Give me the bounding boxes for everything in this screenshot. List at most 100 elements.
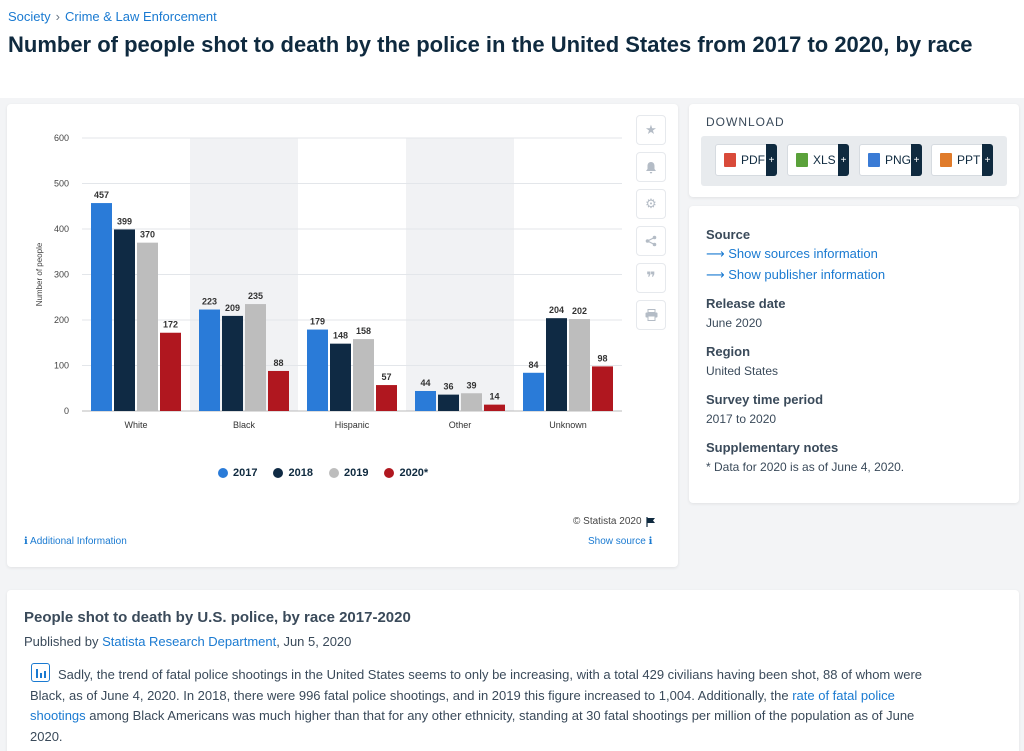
plus-icon: + bbox=[911, 144, 922, 176]
chart-copyright: © Statista 2020 bbox=[573, 516, 656, 527]
additional-information-link[interactable]: ℹ Additional Information bbox=[24, 536, 127, 547]
article-title: People shot to death by U.S. police, by … bbox=[24, 609, 411, 626]
show-publisher-label: Show publisher information bbox=[728, 267, 886, 282]
notes-heading: Supplementary notes bbox=[706, 440, 839, 455]
arrow-right-icon: ⟶ bbox=[706, 246, 725, 261]
y-tick-label: 200 bbox=[54, 315, 69, 325]
arrow-right-icon: ⟶ bbox=[706, 267, 725, 282]
bar bbox=[569, 319, 590, 411]
copyright-text: © Statista 2020 bbox=[573, 516, 642, 527]
data-label: 399 bbox=[117, 216, 132, 226]
article-text-part-2: among Black Americans was much higher th… bbox=[30, 708, 915, 744]
breadcrumb-separator: › bbox=[55, 9, 60, 24]
bar bbox=[592, 366, 613, 411]
data-label: 84 bbox=[528, 360, 538, 370]
data-label: 370 bbox=[140, 230, 155, 240]
x-tick-label: Unknown bbox=[549, 420, 587, 430]
data-label: 235 bbox=[248, 291, 263, 301]
legend-item-2019[interactable]: 2019 bbox=[328, 467, 368, 479]
bar bbox=[307, 329, 328, 411]
page-title: Number of people shot to death by the po… bbox=[8, 32, 973, 57]
notes-value: * Data for 2020 is as of June 4, 2020. bbox=[706, 460, 905, 474]
x-tick-label: Other bbox=[449, 420, 472, 430]
publisher-link[interactable]: Statista Research Department bbox=[102, 634, 277, 649]
download-label: XLS bbox=[813, 153, 836, 167]
data-label: 204 bbox=[549, 305, 564, 315]
legend-label: 2018 bbox=[288, 467, 313, 479]
x-tick-label: Black bbox=[233, 420, 256, 430]
data-label: 209 bbox=[225, 303, 240, 313]
region-heading: Region bbox=[706, 344, 751, 359]
published-by-label: Published by bbox=[24, 634, 99, 649]
y-tick-label: 300 bbox=[54, 270, 69, 280]
breadcrumb-society[interactable]: Society bbox=[8, 9, 51, 24]
bar bbox=[245, 304, 266, 411]
publication-date: , Jun 5, 2020 bbox=[276, 634, 352, 649]
legend-item-2017[interactable]: 2017 bbox=[218, 467, 257, 479]
download-label: PPT bbox=[957, 153, 981, 167]
plus-icon: + bbox=[982, 144, 993, 176]
bar bbox=[330, 343, 351, 411]
show-sources-link[interactable]: ⟶ Show sources information bbox=[706, 246, 878, 262]
legend-item-2020[interactable]: 2020* bbox=[384, 467, 428, 479]
bar bbox=[353, 339, 374, 411]
legend-label: 2020* bbox=[399, 467, 429, 479]
data-label: 223 bbox=[202, 297, 217, 307]
legend-item-2018[interactable]: 2018 bbox=[273, 467, 313, 479]
show-source-link[interactable]: Show source ℹ bbox=[588, 536, 652, 547]
breadcrumb-crime[interactable]: Crime & Law Enforcement bbox=[64, 9, 217, 24]
flag-icon[interactable] bbox=[645, 516, 656, 527]
bar bbox=[137, 242, 158, 411]
article-publication: Published by Statista Research Departmen… bbox=[24, 634, 351, 649]
article-card bbox=[7, 590, 1019, 751]
legend-dot bbox=[328, 468, 339, 478]
download-ppt-button[interactable]: PPT + bbox=[931, 144, 993, 176]
gear-icon[interactable]: ⚙ bbox=[636, 189, 666, 219]
data-label: 457 bbox=[94, 190, 109, 200]
legend-dot bbox=[273, 468, 284, 478]
show-sources-label: Show sources information bbox=[728, 246, 878, 261]
region-value: United States bbox=[706, 364, 779, 378]
show-source-label: Show source bbox=[588, 536, 646, 547]
release-date-value: June 2020 bbox=[706, 316, 763, 330]
show-publisher-link[interactable]: ⟶ Show publisher information bbox=[706, 267, 885, 283]
x-tick-label: Hispanic bbox=[335, 420, 370, 430]
meta-card bbox=[689, 206, 1019, 503]
chart-toolbar: ★ ⚙ ❞ bbox=[636, 115, 666, 337]
y-axis-label: Number of people bbox=[35, 242, 44, 306]
info-icon: ℹ bbox=[648, 536, 653, 547]
bar bbox=[484, 404, 505, 411]
y-tick-label: 100 bbox=[54, 361, 69, 371]
data-label: 39 bbox=[466, 380, 476, 390]
download-title: DOWNLOAD bbox=[706, 115, 785, 129]
data-label: 158 bbox=[356, 326, 371, 336]
download-pdf-button[interactable]: PDF + bbox=[715, 144, 777, 176]
legend-dot bbox=[218, 468, 228, 478]
download-png-button[interactable]: PNG + bbox=[859, 144, 922, 176]
share-icon[interactable] bbox=[636, 226, 666, 256]
star-icon[interactable]: ★ bbox=[636, 115, 666, 145]
plus-icon: + bbox=[838, 144, 849, 176]
ppt-file-icon bbox=[940, 153, 952, 167]
download-label: PNG bbox=[885, 153, 912, 167]
source-heading: Source bbox=[706, 227, 751, 242]
download-xls-button[interactable]: XLS + bbox=[787, 144, 849, 176]
bar bbox=[461, 393, 482, 411]
rate-link[interactable]: rate of fatal police shootings bbox=[30, 687, 895, 724]
release-date-heading: Release date bbox=[706, 296, 786, 311]
y-tick-label: 0 bbox=[64, 406, 69, 416]
legend-label: 2017 bbox=[233, 467, 258, 479]
bell-icon[interactable] bbox=[636, 152, 666, 182]
bar bbox=[546, 318, 567, 411]
survey-period-heading: Survey time period bbox=[706, 392, 824, 407]
plus-icon: + bbox=[766, 144, 777, 176]
additional-info-label: Additional Information bbox=[30, 536, 127, 547]
bar bbox=[415, 390, 436, 411]
data-label: 44 bbox=[420, 378, 430, 388]
print-icon[interactable] bbox=[636, 300, 666, 330]
y-tick-label: 600 bbox=[54, 133, 69, 143]
bar bbox=[438, 394, 459, 411]
quote-icon[interactable]: ❞ bbox=[636, 263, 666, 293]
data-label: 14 bbox=[489, 392, 499, 402]
bar bbox=[199, 309, 220, 411]
